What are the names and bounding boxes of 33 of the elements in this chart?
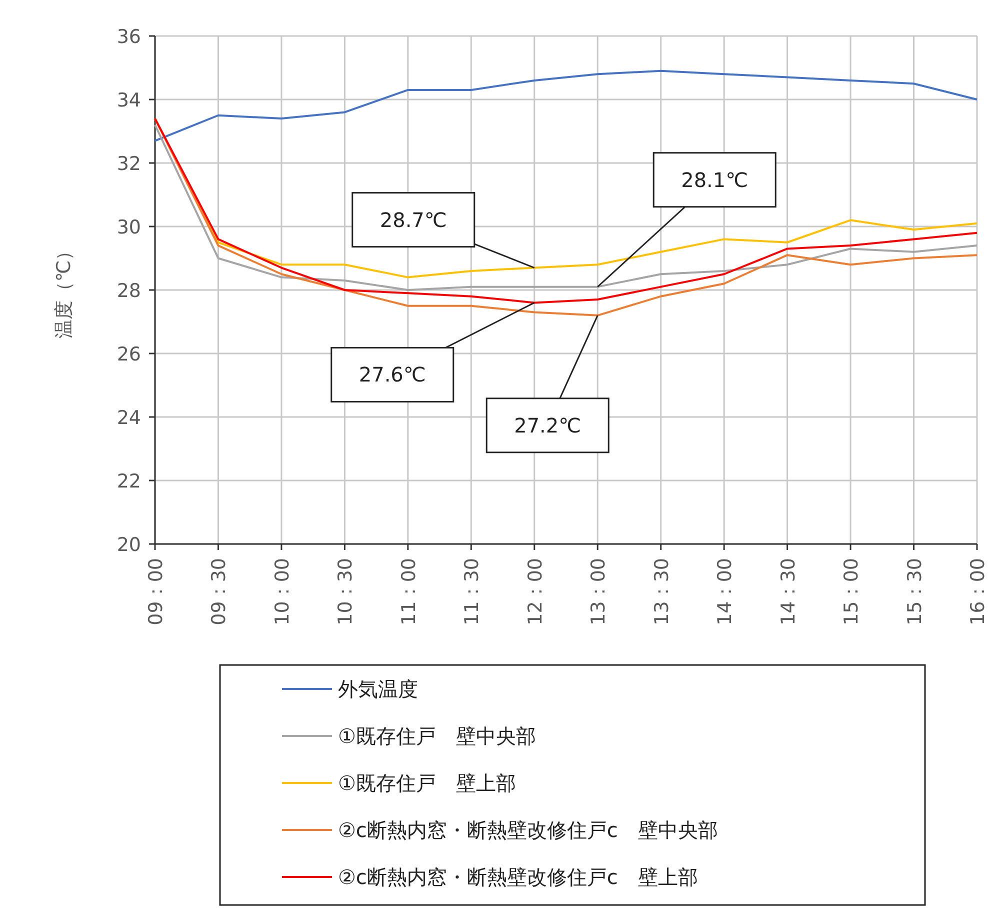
y-tick-label: 28 (116, 280, 141, 302)
x-tick-label: 16：00 (967, 558, 989, 626)
annotation: 28.7℃ (380, 208, 447, 232)
x-tick-label: 15：00 (840, 558, 863, 626)
x-tick-label: 12：00 (524, 558, 546, 626)
x-tick-label: 10：00 (271, 558, 294, 626)
y-axis-title: 温度（℃） (53, 241, 75, 339)
x-tick-label: 15：30 (904, 558, 926, 626)
legend-label: ②c断熱内窓・断熱壁改修住戸c 壁中央部 (338, 818, 718, 842)
x-tick-label: 10：30 (334, 558, 357, 626)
legend-label: ①既存住戸 壁上部 (338, 771, 516, 795)
annotation: 27.6℃ (358, 362, 426, 387)
x-tick-label: 09：00 (145, 558, 167, 626)
annotation: 28.1℃ (681, 168, 748, 192)
y-tick-label: 26 (116, 344, 141, 366)
legend-label: 外気温度 (338, 677, 418, 701)
y-tick-label: 32 (116, 153, 141, 175)
x-tick-label: 13：30 (650, 558, 673, 626)
annotation: 27.2℃ (514, 413, 582, 438)
y-tick-label: 20 (116, 534, 141, 556)
x-tick-label: 14：00 (714, 558, 736, 626)
x-tick-label: 11：00 (398, 558, 420, 626)
y-tick-label: 36 (116, 26, 141, 48)
x-tick-label: 11：30 (461, 558, 484, 626)
y-tick-label: 30 (116, 216, 141, 238)
x-tick-label: 09：30 (208, 558, 230, 626)
x-tick-label: 13：00 (588, 558, 610, 626)
y-tick-label: 34 (116, 90, 141, 112)
y-tick-label: 22 (116, 470, 141, 492)
legend-label: ②c断熱内窓・断熱壁改修住戸c 壁上部 (338, 865, 698, 889)
y-tick-label: 24 (116, 407, 141, 429)
legend-label: ①既存住戸 壁中央部 (338, 724, 536, 748)
x-tick-label: 14：30 (777, 558, 800, 626)
